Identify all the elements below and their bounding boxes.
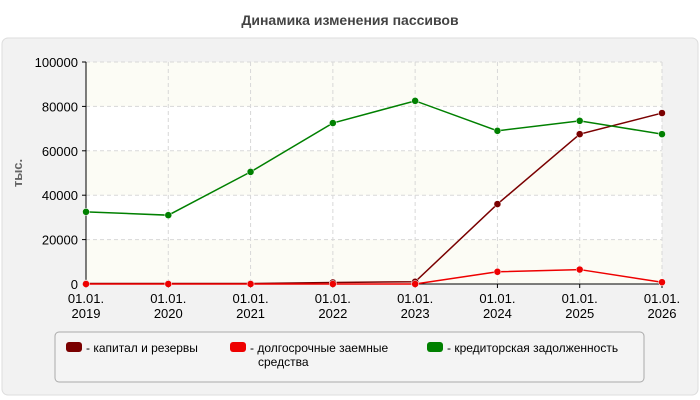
- legend-swatch: [66, 342, 82, 352]
- legend-label: - кредиторская задолженность: [447, 341, 618, 355]
- y-tick-label: 80000: [42, 99, 78, 114]
- x-tick-label: 01.01. 2023: [397, 291, 433, 321]
- legend-item: - капитал и резервы: [66, 341, 198, 355]
- data-point: [575, 265, 584, 274]
- data-point: [411, 280, 419, 288]
- legend-swatch: [427, 342, 443, 352]
- legend-box: [54, 331, 645, 383]
- grid-band: [86, 195, 662, 240]
- legend-item: - долгосрочные заемные средства: [230, 341, 388, 369]
- data-point: [575, 130, 584, 138]
- series-line: [85, 100, 663, 216]
- chart-title: Динамика изменения пассивов: [241, 12, 459, 28]
- x-tick-label: 01.01. 2025: [562, 291, 598, 321]
- x-tick-label: 01.01. 2020: [150, 291, 186, 321]
- data-point: [82, 280, 90, 288]
- data-point: [493, 127, 502, 135]
- data-point: [575, 117, 584, 125]
- series-line: [86, 268, 663, 285]
- data-point: [658, 109, 666, 117]
- y-axis-label: тыс.: [10, 159, 25, 187]
- data-point: [82, 208, 90, 216]
- y-tick-label: 20000: [42, 233, 78, 248]
- data-point: [411, 97, 419, 105]
- series-2: [82, 265, 666, 288]
- data-point: [329, 119, 337, 127]
- grid-band: [86, 62, 662, 107]
- legend-item: - кредиторская задолженность: [427, 341, 618, 355]
- data-point: [164, 211, 173, 219]
- legend-label: - капитал и резервы: [86, 341, 198, 355]
- grid-band: [86, 150, 662, 196]
- series-3: [82, 97, 666, 219]
- x-tick-label: 01.01. 2026: [644, 291, 680, 321]
- grid-band: [86, 106, 662, 151]
- data-point: [493, 200, 502, 208]
- y-tick-label: 0: [71, 277, 78, 292]
- y-tick-label: 60000: [42, 144, 78, 159]
- x-tick-label: 01.01. 2024: [479, 291, 515, 321]
- x-tick-label: 01.01. 2019: [68, 291, 104, 321]
- data-point: [246, 168, 255, 176]
- legend-swatch: [230, 342, 246, 352]
- legend-label: - долгосрочные заемные средства: [250, 341, 388, 369]
- y-tick-label: 40000: [42, 188, 78, 203]
- data-point: [329, 280, 337, 288]
- x-tick-label: 01.01. 2021: [232, 291, 268, 321]
- data-point: [658, 130, 666, 138]
- data-point: [658, 278, 666, 286]
- data-point: [246, 280, 255, 288]
- data-point: [164, 280, 173, 288]
- data-point: [493, 268, 502, 276]
- x-tick-label: 01.01. 2022: [315, 291, 351, 321]
- y-tick-label: 100000: [35, 55, 78, 70]
- grid-band: [86, 239, 662, 284]
